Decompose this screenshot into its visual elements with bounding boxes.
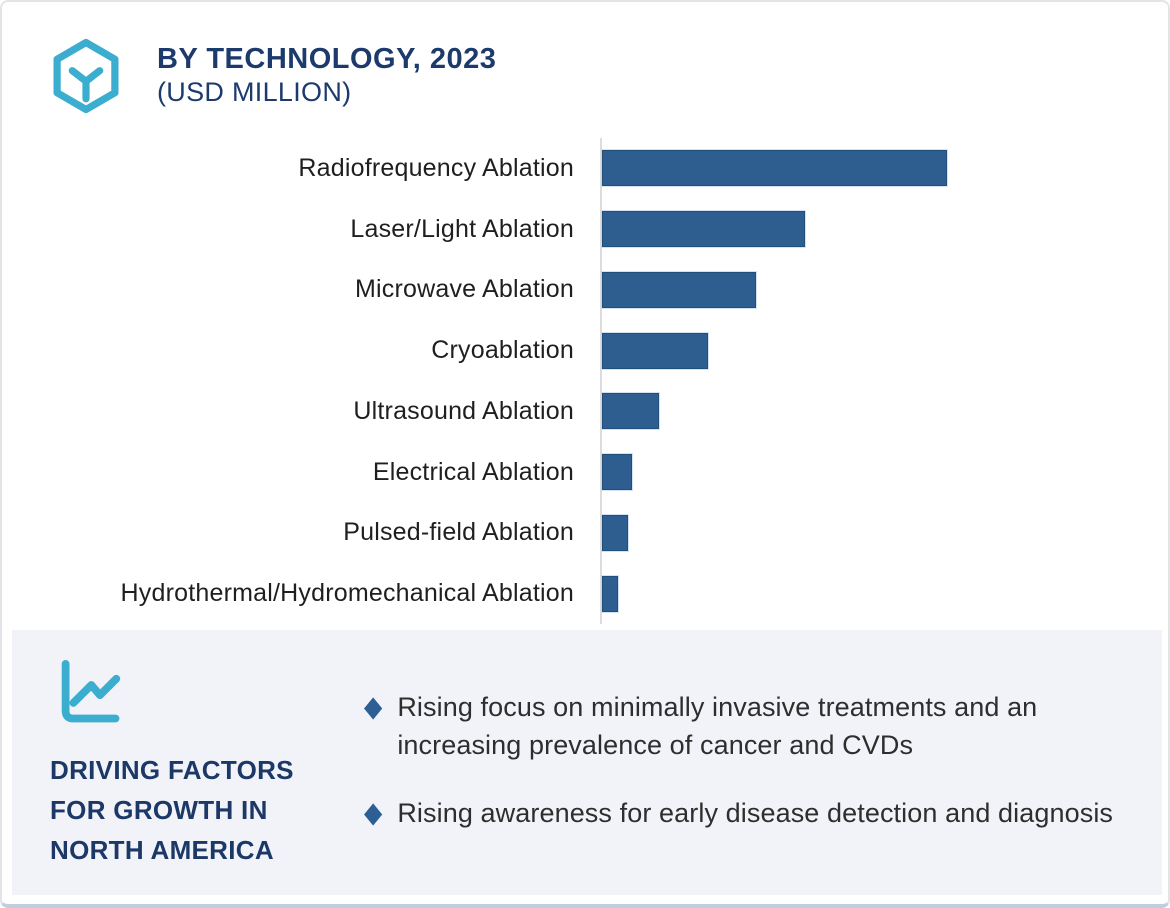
bullet-text: Rising awareness for early disease detec… bbox=[397, 798, 1114, 828]
bar-row: Pulsed-field Ablation bbox=[2, 503, 1168, 564]
bar bbox=[602, 454, 633, 491]
bar bbox=[602, 514, 628, 551]
category-label: Laser/Light Ablation bbox=[350, 214, 574, 243]
bullet-list: ◆ Rising focus on minimally invasive tre… bbox=[362, 688, 1152, 832]
category-label: Radiofrequency Ablation bbox=[298, 153, 574, 182]
bar bbox=[602, 211, 805, 248]
bar bbox=[602, 575, 618, 612]
y-axis-line bbox=[600, 138, 602, 624]
list-item: ◆ Rising awareness for early disease det… bbox=[362, 794, 1152, 832]
category-label: Microwave Ablation bbox=[355, 275, 574, 304]
bar-row: Electrical Ablation bbox=[2, 442, 1168, 503]
chart-title: BY TECHNOLOGY, 2023 bbox=[157, 43, 497, 75]
diamond-bullet-icon: ◆ bbox=[364, 691, 383, 723]
category-label: Cryoablation bbox=[431, 336, 574, 365]
bar-row: Radiofrequency Ablation bbox=[2, 138, 1168, 199]
page-title: BY TECHNOLOGY, 2023 (USD MILLION) bbox=[157, 42, 496, 109]
diamond-bullet-icon: ◆ bbox=[364, 797, 383, 829]
category-label: Pulsed-field Ablation bbox=[343, 518, 574, 547]
category-label: Ultrasound Ablation bbox=[353, 396, 574, 425]
list-item: ◆ Rising focus on minimally invasive tre… bbox=[362, 688, 1152, 764]
chart-subtitle: (USD MILLION) bbox=[157, 77, 352, 107]
category-label: Electrical Ablation bbox=[372, 457, 574, 486]
bar bbox=[602, 393, 659, 430]
bullet-text: Rising focus on minimally invasive treat… bbox=[397, 692, 1038, 760]
bar bbox=[602, 150, 947, 187]
bar-row: Laser/Light Ablation bbox=[2, 199, 1168, 260]
category-label: Hydrothermal/Hydromechanical Ablation bbox=[120, 579, 574, 608]
bar-chart: Radiofrequency Ablation Laser/Light Ablat… bbox=[2, 138, 1168, 624]
driving-factors-panel: DRIVING FACTORS FOR GROWTH IN NORTH AMER… bbox=[12, 630, 1162, 895]
bar-row: Ultrasound Ablation bbox=[2, 381, 1168, 442]
bar-row: Microwave Ablation bbox=[2, 260, 1168, 321]
bar bbox=[602, 271, 756, 308]
line-chart-icon bbox=[61, 660, 121, 723]
bar-row: Cryoablation bbox=[2, 320, 1168, 381]
bar-row: Hydrothermal/Hydromechanical Ablation bbox=[2, 563, 1168, 624]
bar bbox=[602, 332, 708, 369]
hexagon-y-logo-icon bbox=[53, 38, 119, 114]
panel-heading: DRIVING FACTORS FOR GROWTH IN NORTH AMER… bbox=[50, 755, 294, 865]
